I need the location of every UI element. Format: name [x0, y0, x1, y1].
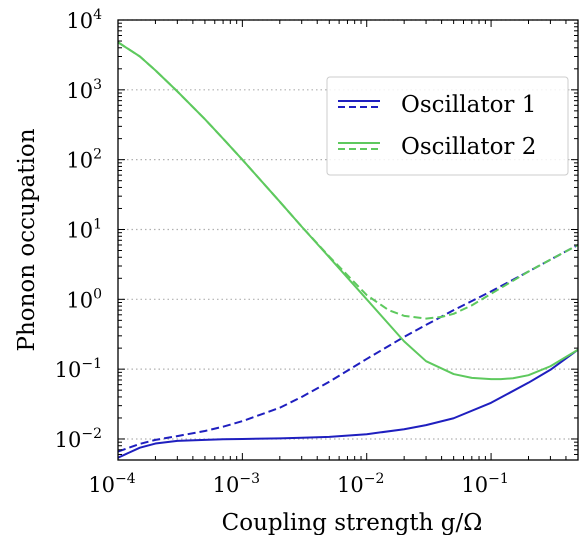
series-line-1	[118, 348, 578, 459]
x-tick-label-0: 10−4	[88, 471, 135, 497]
y-axis-label: Phonon occupation	[14, 128, 40, 351]
legend-label-oscillator-1: Oscillator 1	[401, 92, 536, 118]
series-line-2	[118, 244, 578, 453]
y-tick-label-6: 104	[66, 7, 102, 33]
legend: Oscillator 1 Oscillator 2	[326, 76, 569, 176]
legend-box	[326, 76, 569, 176]
series-line-4	[118, 41, 578, 320]
axis-ticks: 10−4 10−3 10−2 10−1 10−2 10−1 100 101 102 103 104	[55, 7, 579, 497]
x-tick-label-1: 10−3	[213, 471, 260, 497]
y-tick-label-4: 102	[66, 147, 102, 173]
plot-area	[118, 41, 578, 459]
y-tick-label-3: 101	[66, 216, 102, 242]
y-tick-label-0: 10−2	[55, 426, 102, 452]
y-tick-label-1: 10−1	[55, 356, 102, 382]
y-tick-label-5: 103	[66, 77, 102, 103]
x-tick-label-2: 10−2	[337, 471, 384, 497]
legend-entry-2: Oscillator 2	[338, 134, 536, 160]
legend-entry-1: Oscillator 1	[338, 92, 536, 118]
x-axis-label: Coupling strength g/Ω	[222, 510, 483, 535]
y-tick-label-2: 100	[66, 286, 102, 312]
plot-frame	[117, 19, 579, 461]
x-tick-label-3: 10−1	[461, 471, 508, 497]
legend-label-oscillator-2: Oscillator 2	[401, 134, 536, 160]
